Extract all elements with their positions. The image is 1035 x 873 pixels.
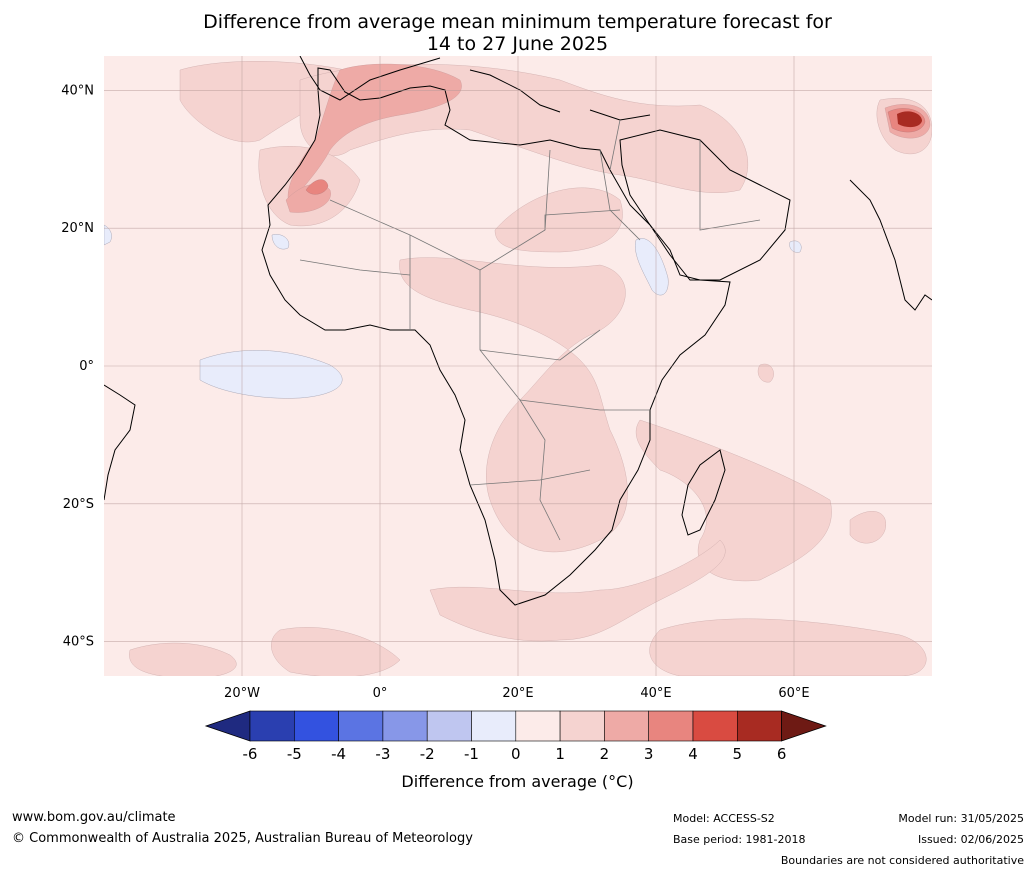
footer-disclaimer: Boundaries are not considered authoritat… (780, 854, 1024, 867)
colorbar-tick-label: 5 (732, 745, 743, 763)
longitude-label: 40°E (640, 686, 671, 701)
colorbar-tick-label: 3 (643, 745, 654, 763)
footer-base-period: Base period: 1981-2018 (673, 833, 806, 846)
latitude-label: 40°S (63, 635, 94, 650)
colorbar-swatch (249, 710, 295, 742)
colorbar-swatch (293, 710, 339, 742)
latitude-label: 20°N (61, 221, 94, 236)
anomaly-5-6-zones (897, 111, 922, 128)
footer-model: Model: ACCESS-S2 (673, 812, 775, 825)
colorbar-tick-label: -4 (331, 745, 347, 763)
colorbar-tick-label: 1 (555, 745, 565, 763)
graticule (104, 56, 932, 676)
map-title-line1: Difference from average mean minimum tem… (203, 11, 832, 33)
footer-model-run: Model run: 31/05/2025 (898, 812, 1024, 825)
colorbar-tick-label: -2 (419, 745, 435, 763)
longitude-label: 0° (373, 686, 388, 701)
south-america-coastline (104, 384, 136, 501)
colorbar-extension-min (204, 710, 251, 742)
country-borders (299, 119, 761, 541)
anomaly-1-2-zones (129, 61, 932, 676)
colorbar-swatch (382, 710, 428, 742)
colorbar-swatch (736, 710, 782, 742)
colorbar-extension-max (781, 710, 827, 742)
colorbar-swatch (692, 710, 738, 742)
colorbar-tick-label: 0 (511, 745, 521, 763)
anomaly-neg-1-0-zones (104, 224, 802, 399)
longitude-label: 60°E (778, 686, 809, 701)
colorbar-tick-label: -5 (286, 745, 302, 763)
colorbar-swatch (338, 710, 384, 742)
colorbar-tick-label: 6 (776, 745, 787, 763)
colorbar-tick-label: -6 (242, 745, 258, 763)
colorbar-tick-label: 4 (688, 745, 698, 763)
colorbar-label: Difference from average (°C) (401, 772, 634, 791)
colorbar-swatch (648, 710, 694, 742)
colorbar (204, 710, 827, 742)
latitude-label: 40°N (61, 83, 94, 98)
longitude-label: 20°W (224, 686, 260, 701)
africa-coastline (261, 67, 731, 606)
india-coastline (849, 179, 932, 311)
footer-issued: Issued: 02/06/2025 (917, 833, 1024, 846)
colorbar-swatch (426, 710, 472, 742)
longitude-label: 20°E (502, 686, 533, 701)
footer-website: www.bom.gov.au/climate (12, 810, 176, 825)
map-title-line2: 14 to 27 June 2025 (426, 33, 609, 55)
colorbar-swatch (515, 710, 561, 742)
colorbar-swatch (559, 710, 605, 742)
latitude-label: 20°S (63, 497, 94, 512)
arabia-coastline (619, 129, 791, 281)
latitude-label: 0° (79, 359, 94, 374)
colorbar-swatch (471, 710, 517, 742)
colorbar-tick-label: -3 (375, 745, 391, 763)
colorbar-swatch (604, 710, 650, 742)
footer-copyright: © Commonwealth of Australia 2025, Austra… (12, 831, 473, 846)
colorbar-tick-label: -1 (464, 745, 479, 763)
madagascar-coastline (681, 449, 726, 536)
colorbar-tick-label: 2 (599, 745, 610, 763)
